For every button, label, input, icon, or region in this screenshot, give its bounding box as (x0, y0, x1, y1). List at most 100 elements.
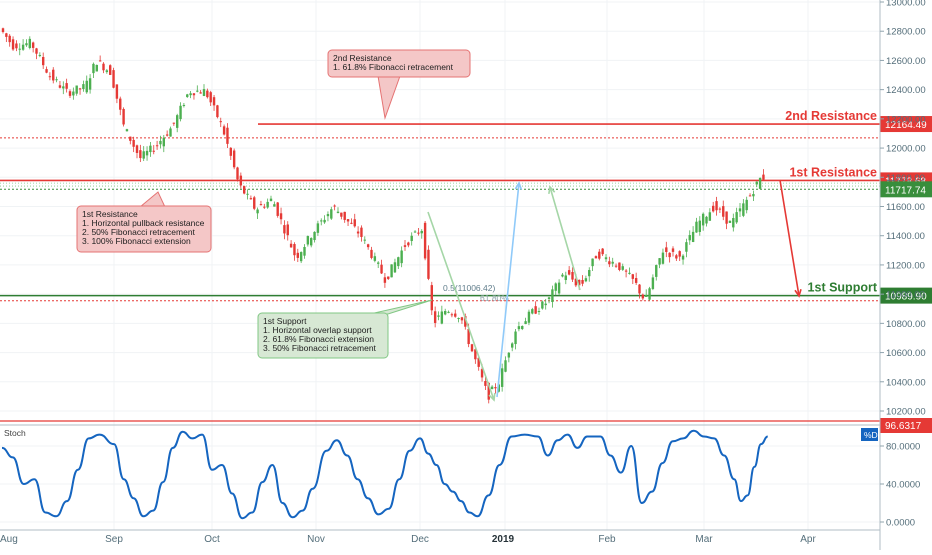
candle (293, 242, 296, 261)
y-tick-label: 12400.00 (886, 85, 926, 96)
candle (105, 68, 109, 74)
candle (199, 90, 202, 94)
candle (484, 376, 487, 391)
candle (45, 66, 48, 74)
candle (176, 113, 179, 133)
candle (25, 39, 28, 47)
candle (413, 230, 417, 233)
candle (92, 62, 95, 78)
candle (400, 246, 403, 268)
stoch-y-tick-label: 40.0000 (886, 480, 920, 491)
candle (450, 312, 454, 318)
candle (611, 257, 614, 267)
candle (102, 62, 105, 74)
candle (206, 88, 209, 99)
candle (179, 102, 182, 122)
y-tick-label: 12600.00 (886, 56, 926, 67)
candle (256, 207, 259, 220)
candle (373, 252, 377, 263)
candle (591, 258, 594, 272)
candle (511, 342, 514, 352)
candle (507, 352, 511, 363)
candle (15, 40, 18, 52)
candle (246, 189, 249, 200)
candle (661, 248, 665, 265)
candle (48, 72, 52, 81)
fib-arrow-down (427, 211, 496, 402)
annotation-title: 1st Resistance (82, 209, 138, 219)
candle (564, 271, 567, 285)
candle (42, 52, 45, 69)
candle (279, 207, 283, 225)
candle (236, 166, 239, 182)
candle (517, 321, 521, 332)
candle (306, 235, 310, 247)
candle (58, 80, 62, 89)
candle (55, 76, 58, 83)
candle (671, 246, 675, 257)
candle (142, 146, 145, 162)
candle (675, 253, 678, 261)
candle (725, 211, 728, 230)
candle (303, 244, 306, 259)
candle (68, 89, 72, 98)
candle (222, 124, 226, 136)
candle (621, 263, 624, 271)
candle (129, 136, 132, 145)
candle (474, 348, 477, 364)
candle (289, 240, 293, 248)
level-name: 1st Resistance (789, 165, 877, 179)
candle (665, 241, 668, 258)
candle (708, 208, 712, 221)
candle (78, 87, 82, 95)
x-tick-label: Mar (695, 534, 713, 545)
x-tick-label: Feb (598, 534, 616, 545)
candle (219, 117, 222, 128)
y-tick-label: 12000.00 (886, 144, 926, 155)
stoch-line (1, 429, 769, 520)
candle (500, 363, 504, 392)
y-tick-label: 10200.00 (886, 407, 926, 418)
candle (165, 130, 169, 137)
candle (420, 229, 423, 239)
candle (641, 293, 645, 301)
candle (326, 211, 330, 222)
candle (1, 27, 5, 34)
candle (705, 215, 708, 227)
candle (718, 207, 722, 214)
candle (624, 268, 628, 278)
candle (333, 204, 336, 211)
candle (655, 264, 658, 281)
candle (149, 141, 152, 157)
candle (226, 123, 229, 148)
candle (457, 317, 460, 323)
candle (28, 36, 31, 50)
candle (159, 135, 162, 149)
candle (266, 198, 269, 209)
stoch-badge-text: 96.6317 (885, 421, 922, 432)
candle (634, 272, 638, 285)
y-tick-label: 11600.00 (886, 202, 925, 213)
candle (524, 317, 527, 325)
candle (628, 267, 631, 275)
candle (299, 251, 303, 264)
fib-label: 0.5(11006.42) (443, 283, 495, 293)
y-tick-label: 12800.00 (886, 27, 926, 38)
candle (229, 147, 232, 160)
candle (65, 78, 68, 93)
candle (631, 273, 634, 285)
candle (403, 240, 407, 251)
candle (393, 258, 397, 274)
candle (380, 259, 383, 274)
candle (732, 213, 735, 232)
candle (715, 196, 718, 216)
candle (407, 241, 410, 248)
candle (658, 257, 661, 269)
candle (186, 93, 189, 98)
candle (330, 206, 333, 220)
candle (232, 148, 236, 170)
